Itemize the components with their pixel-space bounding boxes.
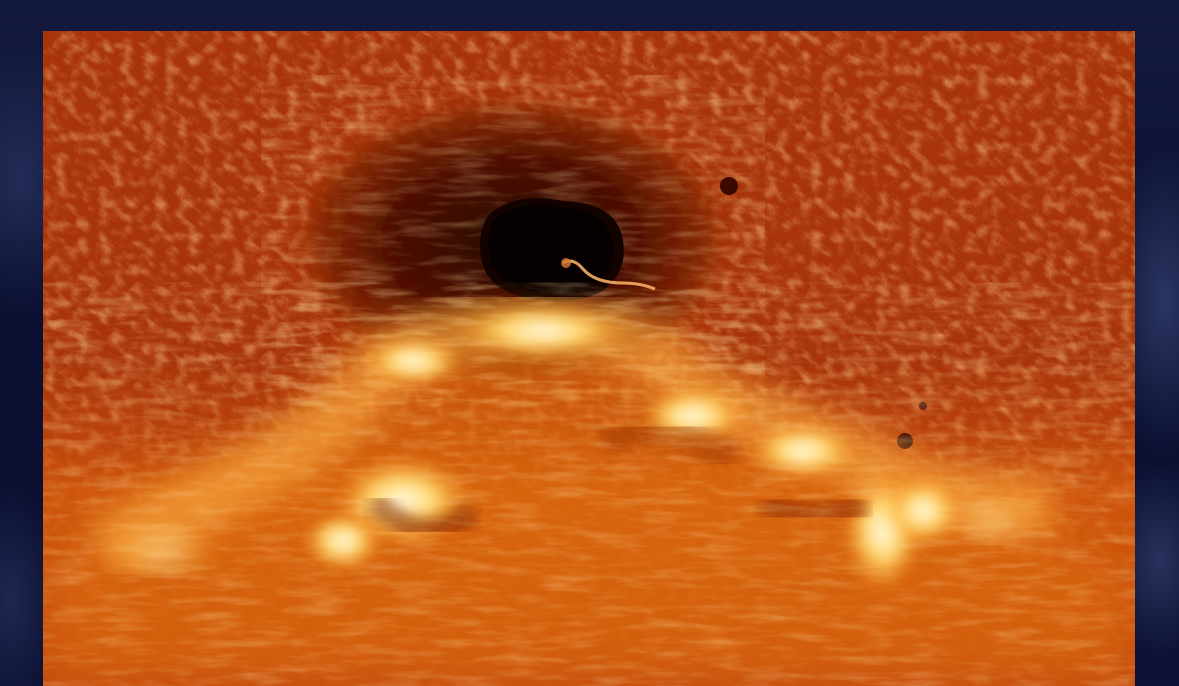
solar-image [43,31,1135,686]
flare-ribbons [43,290,1135,686]
